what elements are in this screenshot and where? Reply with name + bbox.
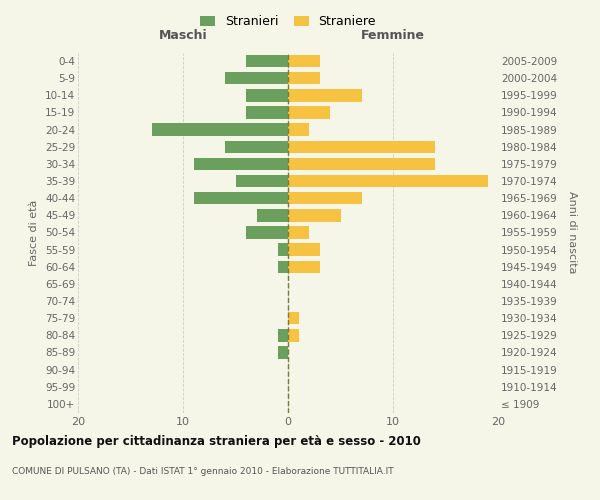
Bar [246,89,288,102]
Bar [288,89,361,102]
Bar [288,175,487,187]
Bar [246,55,288,67]
Bar [288,72,320,85]
Bar [288,260,320,273]
Text: Femmine: Femmine [361,29,425,42]
Y-axis label: Fasce di età: Fasce di età [29,200,40,266]
Bar [277,244,288,256]
Bar [288,124,309,136]
Bar [246,106,288,118]
Bar [288,244,320,256]
Legend: Stranieri, Straniere: Stranieri, Straniere [196,11,380,32]
Bar [288,312,299,324]
Bar [246,226,288,238]
Bar [193,158,288,170]
Bar [288,192,361,204]
Text: Popolazione per cittadinanza straniera per età e sesso - 2010: Popolazione per cittadinanza straniera p… [12,435,421,448]
Bar [288,158,435,170]
Bar [288,209,341,222]
Bar [288,226,309,238]
Bar [277,260,288,273]
Bar [193,192,288,204]
Bar [257,209,288,222]
Text: Maschi: Maschi [158,29,208,42]
Text: COMUNE DI PULSANO (TA) - Dati ISTAT 1° gennaio 2010 - Elaborazione TUTTITALIA.IT: COMUNE DI PULSANO (TA) - Dati ISTAT 1° g… [12,468,394,476]
Bar [225,72,288,85]
Bar [151,124,288,136]
Bar [288,55,320,67]
Bar [277,346,288,358]
Bar [277,329,288,342]
Bar [288,106,330,118]
Bar [288,329,299,342]
Bar [235,175,288,187]
Y-axis label: Anni di nascita: Anni di nascita [567,191,577,274]
Bar [225,140,288,153]
Bar [288,140,435,153]
